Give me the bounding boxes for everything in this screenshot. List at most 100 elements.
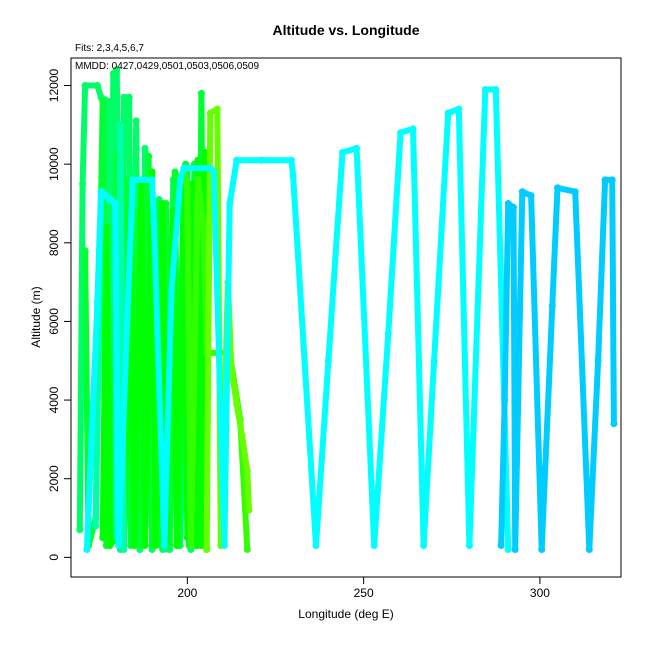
- data-point: [610, 420, 618, 428]
- data-point: [518, 188, 526, 196]
- data-point: [168, 286, 175, 294]
- data-point: [504, 546, 512, 553]
- data-point: [287, 156, 295, 164]
- data-point: [397, 129, 405, 137]
- x-axis: 200 250 300: [177, 576, 550, 600]
- data-point: [554, 184, 561, 192]
- data-point: [159, 200, 167, 207]
- plot-area: [76, 66, 618, 553]
- data-point: [171, 168, 179, 176]
- data-point: [125, 93, 133, 101]
- data-point: [187, 542, 195, 549]
- data-point: [145, 152, 153, 160]
- data-point: [585, 546, 593, 553]
- data-point: [226, 200, 234, 207]
- data-point: [141, 144, 149, 152]
- y-tick-label: 2000: [47, 465, 61, 492]
- data-point: [444, 109, 452, 117]
- data-point: [206, 109, 214, 117]
- data-point: [527, 192, 535, 200]
- series-8: [497, 176, 618, 553]
- data-point: [210, 168, 218, 176]
- data-point: [113, 66, 121, 74]
- y-tick-label: 12000: [47, 69, 61, 103]
- y-tick-label: 0: [47, 554, 61, 561]
- data-point: [116, 121, 124, 129]
- data-point: [312, 542, 320, 549]
- y-tick-label: 4000: [47, 386, 61, 413]
- data-point: [148, 168, 156, 176]
- data-point: [93, 82, 101, 89]
- data-point: [81, 247, 89, 255]
- data-point: [99, 534, 107, 542]
- x-tick-label: 250: [354, 586, 374, 600]
- data-point: [481, 86, 489, 93]
- data-point: [504, 200, 512, 207]
- data-point: [220, 542, 228, 549]
- data-point: [183, 184, 191, 192]
- data-point: [243, 546, 251, 553]
- series-7: [83, 86, 512, 553]
- data-point: [511, 546, 519, 553]
- data-point: [353, 144, 361, 152]
- data-point: [93, 298, 101, 306]
- data-point: [106, 196, 114, 203]
- x-tick-label: 300: [530, 586, 550, 600]
- data-point: [245, 506, 253, 514]
- x-tick-label: 200: [177, 586, 197, 600]
- data-point: [102, 223, 110, 231]
- data-point: [197, 542, 205, 549]
- data-point: [370, 542, 378, 549]
- data-point: [339, 148, 346, 156]
- y-tick-label: 6000: [47, 308, 61, 335]
- data-point: [238, 432, 246, 439]
- data-point: [455, 105, 463, 113]
- data-point: [131, 542, 138, 549]
- data-point: [497, 542, 505, 549]
- data-point: [430, 357, 438, 365]
- y-tick-label: 10000: [47, 147, 61, 181]
- data-point: [111, 200, 119, 207]
- data-point: [492, 86, 500, 93]
- data-point: [594, 357, 602, 365]
- data-point: [160, 542, 168, 549]
- data-point: [548, 302, 556, 310]
- y-tick-label: 8000: [47, 229, 61, 256]
- data-point: [115, 542, 123, 549]
- data-point: [233, 400, 241, 408]
- data-point: [180, 164, 188, 172]
- data-point: [257, 156, 265, 164]
- data-point: [141, 542, 149, 549]
- data-point: [92, 522, 100, 530]
- data-point: [608, 176, 616, 184]
- data-point: [194, 176, 202, 184]
- series-line: [498, 176, 617, 553]
- data-point: [465, 542, 473, 549]
- data-point: [324, 357, 332, 365]
- data-point: [501, 396, 509, 404]
- y-axis-label: Altitude (m): [29, 286, 43, 347]
- data-point: [120, 546, 128, 553]
- data-point: [76, 526, 84, 534]
- data-point: [79, 180, 87, 188]
- chart-title: Altitude vs. Longitude: [273, 22, 420, 38]
- x-axis-label: Longitude (deg E): [298, 607, 393, 621]
- data-point: [132, 117, 140, 125]
- data-point: [203, 546, 211, 553]
- data-point: [201, 148, 209, 156]
- data-point: [189, 180, 197, 188]
- data-point: [83, 546, 91, 553]
- data-point: [104, 97, 112, 105]
- data-point: [81, 82, 89, 89]
- data-point: [213, 105, 221, 113]
- data-point: [420, 542, 428, 549]
- data-point: [99, 97, 107, 105]
- y-axis: 0 2000 4000 6000 8000 10000 12000: [47, 69, 72, 561]
- data-point: [194, 156, 202, 164]
- data-point: [176, 176, 184, 184]
- data-point: [150, 219, 158, 227]
- data-point: [538, 546, 546, 553]
- data-point: [409, 125, 417, 133]
